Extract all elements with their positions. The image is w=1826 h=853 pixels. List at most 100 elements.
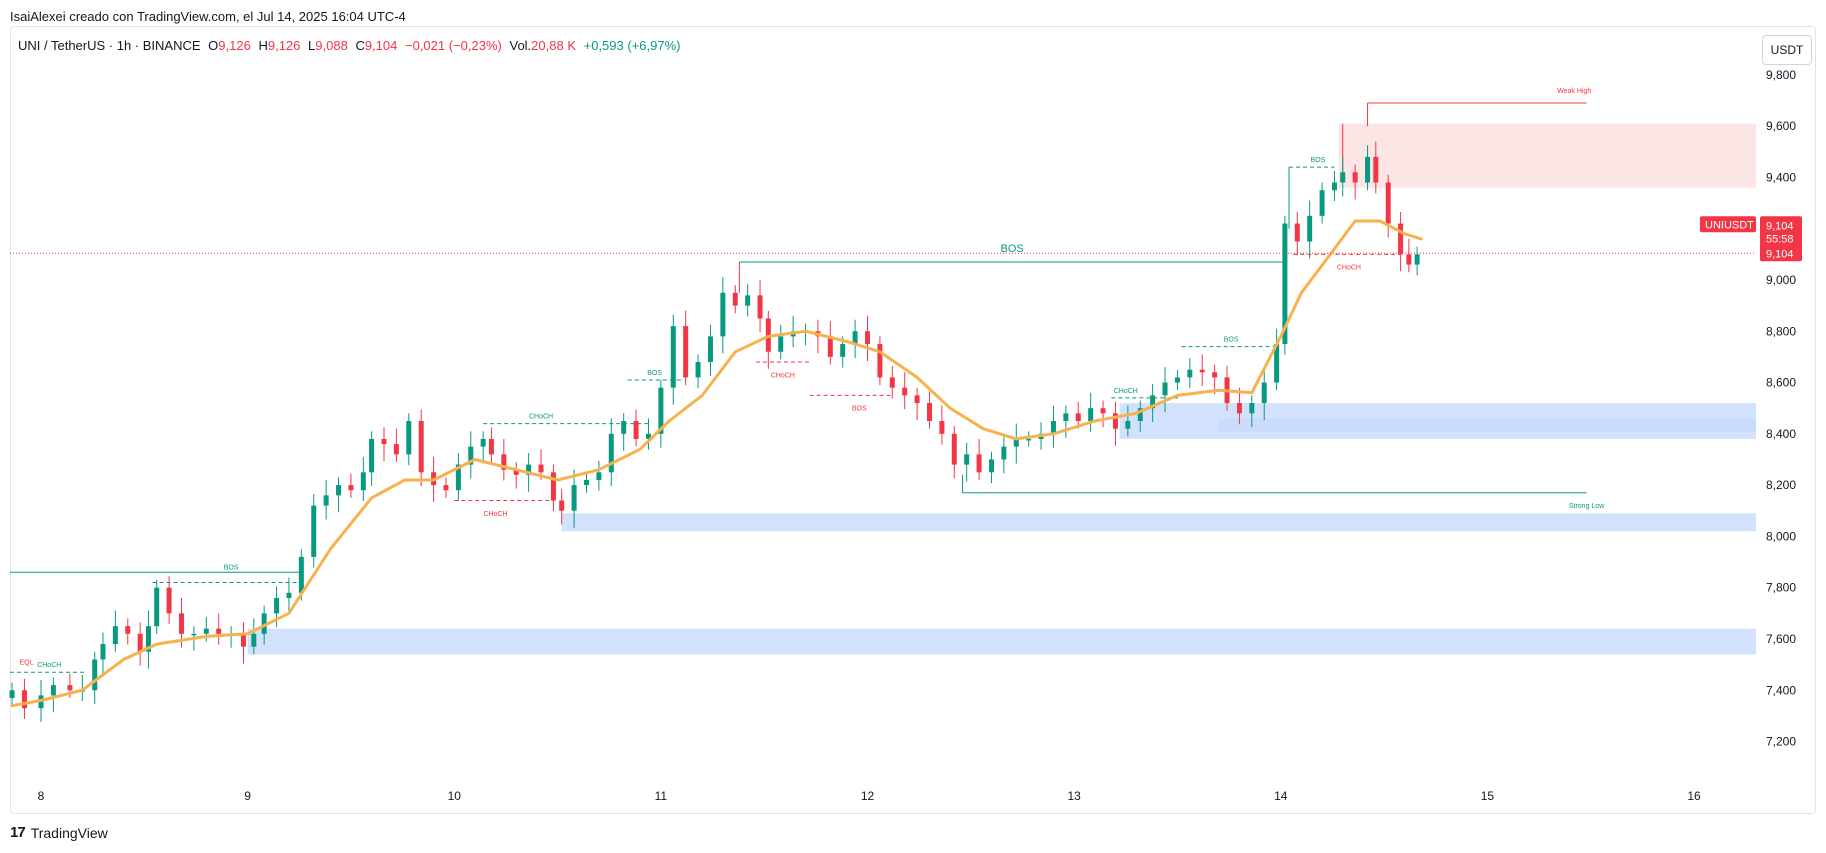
candle <box>645 433 651 439</box>
structure-label: CHoCH <box>484 511 508 518</box>
candle <box>9 690 15 698</box>
candle <box>707 336 713 363</box>
candle <box>633 421 639 439</box>
structure-label: BOS <box>224 565 239 572</box>
candle <box>926 403 932 421</box>
candle <box>21 690 27 709</box>
volume-value: 20,88 K <box>531 38 576 53</box>
structure-label: CHoCH <box>1114 388 1138 395</box>
price-change: −0,021 (−0,23%) <box>405 38 502 53</box>
candle <box>1112 413 1118 429</box>
y-tick-label: 8,400 <box>1766 427 1796 441</box>
x-tick-label: 13 <box>1067 789 1081 803</box>
candle <box>550 472 556 501</box>
x-tick-label: 11 <box>655 789 668 803</box>
x-tick-label: 16 <box>1687 789 1701 803</box>
candle <box>203 628 209 634</box>
candle <box>92 659 98 691</box>
candle <box>1137 408 1143 421</box>
structure-label: CHoCH <box>771 372 795 379</box>
candle <box>1013 438 1019 447</box>
brand-name: TradingView <box>30 824 108 841</box>
candle <box>670 326 676 388</box>
x-tick-label: 14 <box>1274 789 1288 803</box>
demand-zone <box>1218 418 1756 432</box>
candle <box>191 633 197 636</box>
candle <box>216 628 222 634</box>
candle <box>1174 377 1180 383</box>
candle <box>621 421 627 434</box>
structure-label: CHoCH <box>529 413 553 420</box>
candle <box>865 331 871 345</box>
candle <box>488 438 494 455</box>
candle <box>154 587 160 627</box>
candle <box>571 485 577 511</box>
candle <box>778 336 784 352</box>
candle <box>1199 369 1205 373</box>
y-tick-label: 8,200 <box>1766 478 1796 492</box>
candle <box>695 362 701 378</box>
candle <box>1075 413 1081 421</box>
chart-credit: IsaiAlexei creado con TradingView.com, e… <box>10 9 406 24</box>
structure-label: Strong Low <box>1569 503 1605 510</box>
candle <box>1261 382 1267 404</box>
last-price-text: 9,104 <box>1766 220 1794 232</box>
candle <box>745 295 751 306</box>
supply-zone <box>1338 123 1756 188</box>
candle <box>1187 369 1193 378</box>
candle <box>951 433 957 465</box>
candle <box>179 613 185 634</box>
structure-label: CHoCH <box>37 662 61 669</box>
candle <box>976 454 982 473</box>
candle <box>455 464 461 491</box>
candle <box>145 626 151 652</box>
candle <box>261 613 267 634</box>
candle <box>683 326 689 378</box>
volume-change: +0,593 (+6,97%) <box>583 38 681 53</box>
low-value: 9,088 <box>315 38 348 53</box>
candle <box>1125 421 1131 429</box>
candle <box>1385 182 1391 224</box>
candle <box>732 292 738 306</box>
candle <box>852 331 858 345</box>
candle <box>67 685 73 691</box>
structure-label: BOS <box>852 406 867 413</box>
structure-label: EQL <box>20 660 34 667</box>
symbol-tag-text: UNIUSDT <box>1705 219 1754 231</box>
symbol-name[interactable]: UNI / TetherUS · 1h · BINANCE <box>18 38 201 53</box>
countdown-text: 55:58 <box>1766 233 1794 245</box>
candle <box>381 438 387 445</box>
candle <box>348 485 354 491</box>
candle <box>166 587 172 614</box>
candle <box>658 387 664 434</box>
candle <box>877 344 883 378</box>
candle <box>608 433 614 473</box>
candle <box>1331 182 1337 191</box>
currency-button[interactable]: USDT <box>1762 35 1812 65</box>
x-tick-label: 8 <box>38 789 45 803</box>
candle <box>513 469 519 475</box>
x-tick-label: 10 <box>448 789 462 803</box>
candle <box>1212 372 1218 378</box>
candle <box>1063 413 1069 421</box>
candle <box>240 633 246 647</box>
candle <box>583 479 589 486</box>
ema-line <box>10 219 1423 708</box>
candle <box>137 633 143 652</box>
candle <box>1414 254 1420 265</box>
symbol-tag <box>1700 216 1756 233</box>
chart-frame <box>10 26 1816 814</box>
candle <box>1373 156 1379 183</box>
y-tick-label: 7,600 <box>1766 632 1796 646</box>
footer-brand: 17 TradingView <box>10 824 108 841</box>
candle <box>889 377 895 388</box>
candle <box>251 633 257 647</box>
y-tick-label: 9,600 <box>1766 119 1796 133</box>
candle <box>274 597 280 614</box>
y-tick-label: 9,000 <box>1766 273 1796 287</box>
candle <box>125 626 131 634</box>
demand-zone <box>561 513 1756 532</box>
candle <box>526 464 532 475</box>
candle <box>1398 223 1404 255</box>
